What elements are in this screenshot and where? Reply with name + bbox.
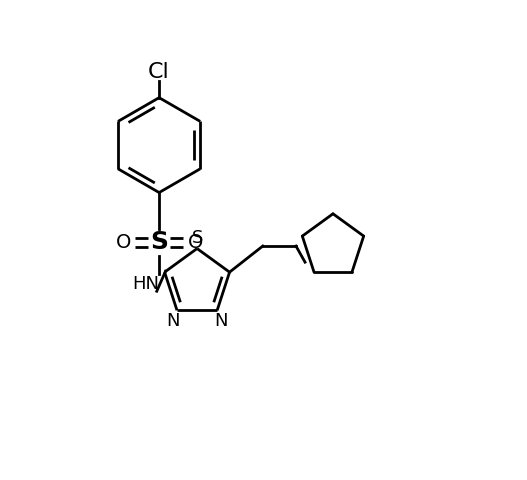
Text: N: N bbox=[167, 312, 180, 330]
Text: Cl: Cl bbox=[148, 61, 170, 82]
Text: HN: HN bbox=[132, 275, 159, 293]
Text: S: S bbox=[150, 230, 168, 254]
Text: S: S bbox=[191, 229, 203, 247]
Text: O: O bbox=[188, 233, 203, 252]
Text: O: O bbox=[115, 233, 131, 252]
Text: N: N bbox=[214, 312, 228, 330]
